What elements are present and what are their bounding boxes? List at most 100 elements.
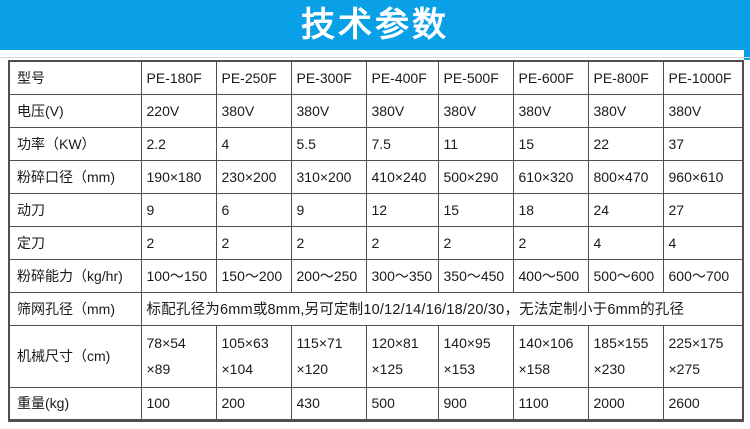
dimension-line: ×125 <box>371 361 404 377</box>
data-cell-capacity: 350～450 <box>437 258 514 293</box>
table-row-screen-aperture: 筛网孔径（mm) 标配孔径为6mm或8mm,另可定制10/12/14/16/18/… <box>8 291 744 326</box>
data-cell-capacity: 100～150 <box>140 258 217 293</box>
spec-table-body: 型号 PE-180F PE-250F PE-300F PE-400F PE-500F PE-… <box>8 60 744 421</box>
data-cell-weight: 900 <box>437 386 514 421</box>
data-cell-aperture: 960×610 <box>662 159 744 194</box>
data-cell-capacity: 500～600 <box>587 258 664 293</box>
data-cell-voltage: 380V <box>215 93 292 128</box>
data-cell-moving-blades: 15 <box>437 192 514 227</box>
data-cell-machine-size: 185×155 ×230 <box>587 324 664 388</box>
data-cell-capacity: 200～250 <box>290 258 367 293</box>
dimension-line: 78×54 <box>146 335 186 351</box>
data-cell-capacity: 600～700 <box>662 258 744 293</box>
data-cell-power: 5.5 <box>290 126 367 161</box>
spec-table: 型号 PE-180F PE-250F PE-300F PE-400F PE-500F PE-… <box>8 60 744 422</box>
data-cell-machine-size: 140×106 ×158 <box>512 324 589 388</box>
data-cell-aperture: 190×180 <box>140 159 217 194</box>
data-cell-aperture: 610×320 <box>512 159 589 194</box>
data-cell-power: 37 <box>662 126 744 161</box>
dimension-line: 115×71 <box>296 335 343 351</box>
dimension-line: ×153 <box>443 361 476 377</box>
data-cell-voltage: 380V <box>365 93 439 128</box>
data-cell-power: 4 <box>215 126 292 161</box>
data-cell-model: PE-800F <box>587 60 664 95</box>
row-label-machine-size: 机械尺寸（cm) <box>8 324 142 388</box>
data-cell-fixed-blades: 4 <box>662 225 744 260</box>
data-cell-capacity: 150～200 <box>215 258 292 293</box>
divider-line <box>0 57 750 58</box>
data-cell-power: 2.2 <box>140 126 217 161</box>
data-cell-aperture: 310×200 <box>290 159 367 194</box>
data-cell-weight: 2000 <box>587 386 664 421</box>
data-cell-moving-blades: 9 <box>290 192 367 227</box>
data-cell-moving-blades: 6 <box>215 192 292 227</box>
data-cell-aperture: 230×200 <box>215 159 292 194</box>
data-cell-power: 22 <box>587 126 664 161</box>
table-row-machine-size: 机械尺寸（cm) 78×54 ×89 105×63 ×104 115×71 ×120 120×… <box>8 324 744 388</box>
spanning-data-cell-screen-aperture: 标配孔径为6mm或8mm,另可定制10/12/14/16/18/20/30，无法… <box>140 291 744 326</box>
data-cell-voltage: 220V <box>140 93 217 128</box>
row-label-fixed-blades: 定刀 <box>8 225 142 260</box>
row-label-screen-aperture: 筛网孔径（mm) <box>8 291 142 326</box>
data-cell-power: 7.5 <box>365 126 439 161</box>
data-cell-machine-size: 115×71 ×120 <box>290 324 367 388</box>
data-cell-machine-size: 78×54 ×89 <box>140 324 217 388</box>
data-cell-fixed-blades: 2 <box>290 225 367 260</box>
dimension-line: 140×95 <box>443 335 491 351</box>
row-label-power: 功率（KW） <box>8 126 142 161</box>
data-cell-weight: 430 <box>290 386 367 421</box>
banner-edge-decoration <box>744 50 750 60</box>
data-cell-weight: 2600 <box>662 386 744 421</box>
data-cell-voltage: 380V <box>512 93 589 128</box>
data-cell-voltage: 380V <box>587 93 664 128</box>
data-cell-machine-size: 225×175 ×275 <box>662 324 744 388</box>
data-cell-fixed-blades: 2 <box>215 225 292 260</box>
data-cell-fixed-blades: 2 <box>437 225 514 260</box>
table-row-capacity: 粉碎能力（kg/hr) 100～150 150～200 200～250 300～350 3… <box>8 258 744 293</box>
data-cell-fixed-blades: 2 <box>512 225 589 260</box>
data-cell-fixed-blades: 2 <box>140 225 217 260</box>
data-cell-aperture: 800×470 <box>587 159 664 194</box>
dimension-line: 120×81 <box>371 335 419 351</box>
table-row-moving-blades: 动刀 9 6 9 12 15 18 24 27 <box>8 192 744 227</box>
dimension-line: ×89 <box>146 361 171 377</box>
data-cell-model: PE-250F <box>215 60 292 95</box>
data-cell-moving-blades: 9 <box>140 192 217 227</box>
table-row-voltage: 电压(V) 220V 380V 380V 380V 380V 380V 380V 380V <box>8 93 744 128</box>
data-cell-model: PE-1000F <box>662 60 744 95</box>
data-cell-capacity: 300～350 <box>365 258 439 293</box>
data-cell-machine-size: 140×95 ×153 <box>437 324 514 388</box>
dimension-line: ×158 <box>518 361 551 377</box>
table-row-fixed-blades: 定刀 2 2 2 2 2 2 4 4 <box>8 225 744 260</box>
dimension-line: 105×63 <box>221 335 269 351</box>
data-cell-moving-blades: 27 <box>662 192 744 227</box>
dimension-line: 140×106 <box>518 335 574 351</box>
dimension-line: ×104 <box>221 361 254 377</box>
dimension-line: 225×175 <box>668 335 724 351</box>
data-cell-model: PE-180F <box>140 60 217 95</box>
dimension-line: 185×155 <box>593 335 649 351</box>
data-cell-moving-blades: 18 <box>512 192 589 227</box>
table-row-power: 功率（KW） 2.2 4 5.5 7.5 11 15 22 37 <box>8 126 744 161</box>
dimension-line: ×230 <box>593 361 626 377</box>
row-label-capacity: 粉碎能力（kg/hr) <box>8 258 142 293</box>
data-cell-model: PE-500F <box>437 60 514 95</box>
row-label-aperture: 粉碎口径（mm) <box>8 159 142 194</box>
data-cell-capacity: 400～500 <box>512 258 589 293</box>
table-row-weight: 重量(kg) 100 200 430 500 900 1100 2000 2600 <box>8 386 744 421</box>
title-banner: 技术参数 <box>0 0 750 50</box>
data-cell-weight: 500 <box>365 386 439 421</box>
row-label-model: 型号 <box>8 60 142 95</box>
table-row-aperture: 粉碎口径（mm) 190×180 230×200 310×200 410×240 500×… <box>8 159 744 194</box>
data-cell-aperture: 500×290 <box>437 159 514 194</box>
dimension-line: ×275 <box>668 361 701 377</box>
data-cell-weight: 200 <box>215 386 292 421</box>
row-label-voltage: 电压(V) <box>8 93 142 128</box>
row-label-moving-blades: 动刀 <box>8 192 142 227</box>
data-cell-voltage: 380V <box>662 93 744 128</box>
row-label-weight: 重量(kg) <box>8 386 142 421</box>
data-cell-voltage: 380V <box>290 93 367 128</box>
data-cell-model: PE-400F <box>365 60 439 95</box>
data-cell-machine-size: 120×81 ×125 <box>365 324 439 388</box>
data-cell-voltage: 380V <box>437 93 514 128</box>
